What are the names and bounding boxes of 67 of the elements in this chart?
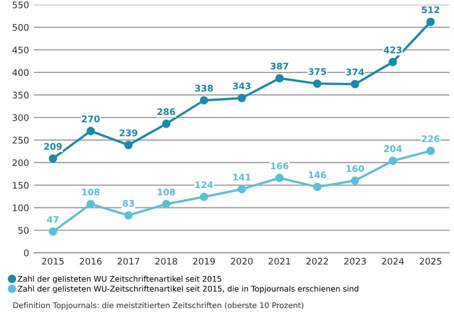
data-label: 387 bbox=[270, 62, 288, 70]
data-label: 423 bbox=[384, 46, 402, 54]
point bbox=[162, 200, 170, 208]
y-tick-label: 550 bbox=[12, 1, 29, 8]
point bbox=[48, 227, 58, 236]
x-tick-label: 2015 bbox=[42, 258, 64, 265]
point bbox=[238, 185, 246, 194]
point bbox=[350, 80, 360, 88]
x-tick-label: 2017 bbox=[118, 258, 140, 265]
y-tick-label: 250 bbox=[12, 136, 29, 144]
y-tick-label: 450 bbox=[12, 46, 29, 54]
data-label: 343 bbox=[232, 82, 250, 90]
point bbox=[275, 74, 284, 82]
data-label: 166 bbox=[271, 162, 288, 170]
data-label: 374 bbox=[346, 68, 364, 76]
point bbox=[162, 120, 170, 128]
point bbox=[313, 182, 322, 192]
point bbox=[426, 146, 435, 156]
x-tick-label: 2020 bbox=[230, 258, 253, 265]
point bbox=[238, 94, 246, 102]
y-tick-label: 400 bbox=[12, 69, 29, 76]
x-tick-label: 2024 bbox=[382, 258, 404, 265]
point bbox=[124, 211, 133, 220]
data-label: 47 bbox=[47, 216, 58, 223]
data-label: 226 bbox=[422, 135, 440, 142]
x-tick-label: 2022 bbox=[306, 258, 328, 265]
data-label: 270 bbox=[82, 116, 100, 122]
point bbox=[388, 156, 397, 165]
y-tick-label: 350 bbox=[12, 92, 29, 98]
point bbox=[426, 18, 435, 26]
data-label: 160 bbox=[346, 165, 364, 172]
y-tick-label: 150 bbox=[12, 182, 29, 189]
point bbox=[313, 80, 322, 88]
data-label: 338 bbox=[195, 84, 213, 92]
point bbox=[200, 96, 208, 105]
point bbox=[86, 200, 95, 208]
x-tick-label: 2016 bbox=[80, 258, 102, 265]
y-tick-label: 300 bbox=[12, 114, 29, 122]
data-label: 286 bbox=[158, 108, 176, 116]
y-tick-label: 200 bbox=[12, 159, 29, 166]
y-tick-label: 100 bbox=[12, 204, 29, 212]
x-tick-label: 2018 bbox=[155, 258, 178, 265]
data-label: 141 bbox=[233, 174, 251, 180]
point bbox=[48, 154, 58, 163]
point bbox=[200, 192, 208, 202]
data-label: 108 bbox=[158, 188, 176, 196]
x-tick-label: 2023 bbox=[344, 258, 366, 265]
point bbox=[388, 58, 397, 66]
data-label: 124 bbox=[196, 181, 213, 188]
data-label: 375 bbox=[308, 68, 326, 75]
x-tick-label: 2019 bbox=[193, 258, 215, 265]
data-label: 146 bbox=[308, 171, 326, 178]
data-label: 204 bbox=[384, 145, 402, 152]
data-label: 108 bbox=[82, 188, 100, 196]
data-label: 83 bbox=[122, 200, 134, 207]
y-tick-label: 0 bbox=[24, 250, 29, 256]
point bbox=[86, 126, 95, 136]
data-label: 512 bbox=[422, 6, 440, 14]
point bbox=[275, 174, 284, 182]
point bbox=[124, 140, 133, 150]
y-tick-label: 500 bbox=[12, 24, 29, 31]
x-tick-label: 2021 bbox=[268, 258, 290, 265]
y-tick-label: 50 bbox=[18, 226, 29, 234]
data-label: 209 bbox=[44, 143, 62, 150]
x-tick-label: 2025 bbox=[420, 258, 442, 265]
data-label: 239 bbox=[120, 129, 138, 136]
point bbox=[350, 176, 360, 185]
